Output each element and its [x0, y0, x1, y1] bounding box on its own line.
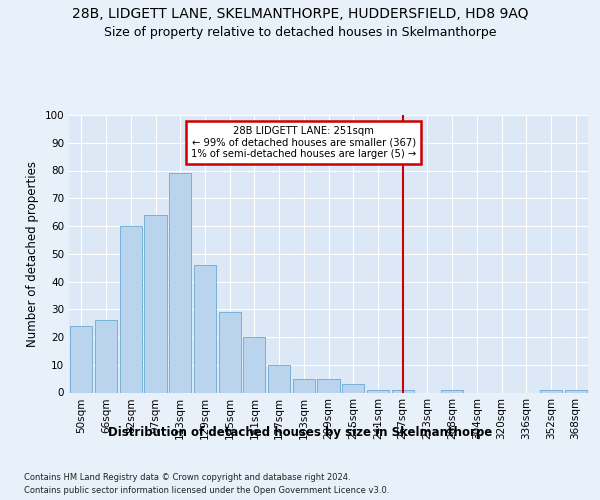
Bar	[218, 312, 241, 392]
Bar	[392, 390, 414, 392]
Text: 28B, LIDGETT LANE, SKELMANTHORPE, HUDDERSFIELD, HD8 9AQ: 28B, LIDGETT LANE, SKELMANTHORPE, HUDDER…	[72, 8, 528, 22]
Text: Contains HM Land Registry data © Crown copyright and database right 2024.: Contains HM Land Registry data © Crown c…	[24, 472, 350, 482]
Bar	[243, 337, 265, 392]
Bar	[342, 384, 364, 392]
Text: Size of property relative to detached houses in Skelmanthorpe: Size of property relative to detached ho…	[104, 26, 496, 39]
Bar	[317, 378, 340, 392]
Bar	[540, 390, 562, 392]
Bar	[145, 215, 167, 392]
Text: Distribution of detached houses by size in Skelmanthorpe: Distribution of detached houses by size …	[108, 426, 492, 439]
Text: 28B LIDGETT LANE: 251sqm
← 99% of detached houses are smaller (367)
1% of semi-d: 28B LIDGETT LANE: 251sqm ← 99% of detach…	[191, 126, 416, 160]
Bar	[441, 390, 463, 392]
Bar	[194, 265, 216, 392]
Bar	[565, 390, 587, 392]
Bar	[119, 226, 142, 392]
Bar	[367, 390, 389, 392]
Y-axis label: Number of detached properties: Number of detached properties	[26, 161, 39, 347]
Bar	[293, 378, 315, 392]
Bar	[70, 326, 92, 392]
Bar	[169, 174, 191, 392]
Bar	[268, 365, 290, 392]
Bar	[95, 320, 117, 392]
Text: Contains public sector information licensed under the Open Government Licence v3: Contains public sector information licen…	[24, 486, 389, 495]
